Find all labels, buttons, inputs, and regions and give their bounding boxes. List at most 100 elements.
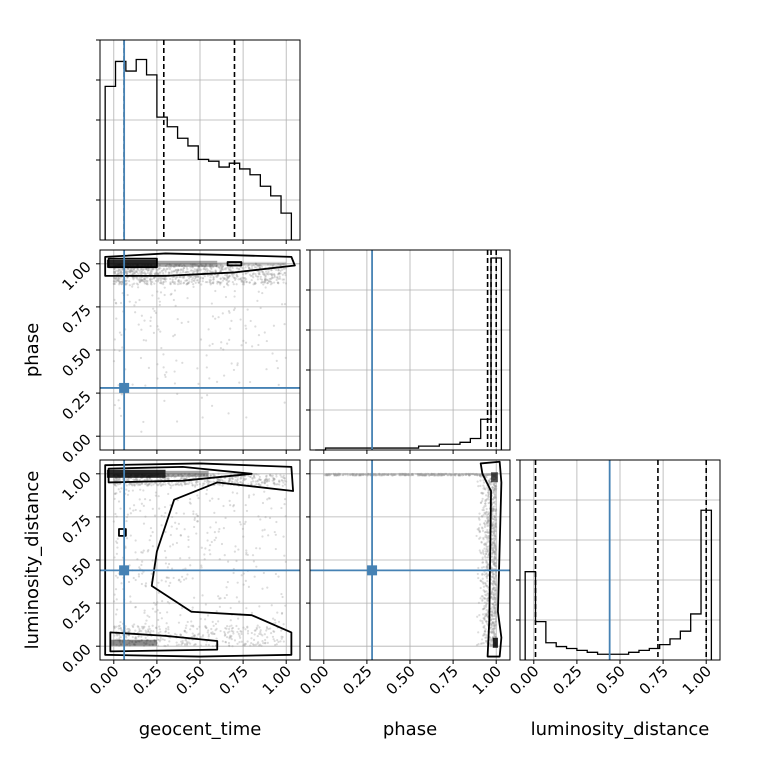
sample-point xyxy=(235,275,239,278)
sample-point xyxy=(219,277,222,280)
sample-point xyxy=(180,643,183,646)
sample-point xyxy=(253,282,256,286)
sample-point xyxy=(192,279,195,282)
sample-point xyxy=(201,635,204,638)
sample-point xyxy=(494,600,497,604)
sample-point xyxy=(453,473,456,476)
sample-point xyxy=(234,277,237,280)
sample-point xyxy=(236,581,239,584)
sample-point xyxy=(465,473,468,476)
sample-point xyxy=(271,474,274,477)
sample-point xyxy=(140,270,143,274)
sample-point xyxy=(264,478,267,481)
sample-point xyxy=(479,642,483,645)
sample-point xyxy=(153,640,156,643)
sample-point xyxy=(128,269,131,273)
sample-point xyxy=(244,324,247,327)
xtick-label-phase: 1.00 xyxy=(469,662,505,698)
sample-point xyxy=(493,601,496,604)
sample-point xyxy=(164,644,167,648)
sample-point xyxy=(117,279,120,282)
sample-point xyxy=(195,481,198,485)
sample-point xyxy=(494,618,497,621)
sample-point xyxy=(208,281,211,284)
sample-point xyxy=(147,366,151,369)
sample-point xyxy=(337,474,340,477)
sample-point xyxy=(153,639,157,642)
sample-point xyxy=(149,319,152,322)
sample-point xyxy=(349,473,352,476)
density-contour xyxy=(107,257,158,269)
sample-point xyxy=(139,280,142,283)
sample-point xyxy=(283,477,286,480)
sample-point xyxy=(324,474,327,477)
sample-point xyxy=(486,599,489,602)
sample-point xyxy=(279,277,282,280)
sample-point xyxy=(494,571,498,574)
sample-point xyxy=(492,581,495,584)
sample-point xyxy=(420,472,423,476)
sample-point xyxy=(217,483,220,486)
sample-point xyxy=(334,472,337,476)
sample-point xyxy=(483,525,487,528)
sample-point xyxy=(256,624,259,627)
sample-point xyxy=(158,625,161,628)
ytick-label-phase: 0.25 xyxy=(58,387,94,423)
sample-point xyxy=(219,346,223,350)
sample-point xyxy=(335,474,338,477)
sample-point xyxy=(278,480,281,483)
sample-point xyxy=(481,558,484,561)
sample-point xyxy=(494,597,497,600)
sample-point xyxy=(485,548,488,551)
density-cell xyxy=(156,260,218,267)
sample-point xyxy=(193,516,196,520)
sample-point xyxy=(405,473,408,476)
sample-point xyxy=(493,482,496,485)
sample-point xyxy=(236,275,239,278)
sample-point xyxy=(195,513,198,516)
sample-point xyxy=(494,524,497,527)
sample-point xyxy=(208,265,212,268)
sample-point xyxy=(399,472,402,476)
sample-point xyxy=(228,637,231,640)
sample-point xyxy=(194,643,197,646)
sample-point xyxy=(149,277,152,281)
sample-point xyxy=(491,530,494,533)
sample-point xyxy=(246,308,249,311)
sample-point xyxy=(491,548,494,551)
sample-point xyxy=(233,295,236,298)
sample-point xyxy=(488,498,491,501)
sample-point xyxy=(264,480,267,483)
sample-point xyxy=(393,473,396,476)
sample-point xyxy=(147,628,150,631)
sample-point xyxy=(133,483,136,487)
sample-point xyxy=(380,474,383,477)
sample-point xyxy=(204,265,207,268)
sample-point xyxy=(478,473,481,476)
sample-point xyxy=(186,282,189,286)
sample-point xyxy=(145,282,148,285)
sample-point xyxy=(235,624,238,628)
sample-point xyxy=(492,490,495,494)
sample-point xyxy=(150,478,153,481)
sample-point xyxy=(493,542,496,546)
sample-point xyxy=(258,547,261,550)
sample-point xyxy=(351,473,354,476)
sample-point xyxy=(134,301,137,304)
sample-point xyxy=(120,283,123,286)
sample-point xyxy=(118,281,121,285)
sample-point xyxy=(407,472,410,476)
sample-point xyxy=(240,574,243,577)
sample-point xyxy=(135,637,138,640)
sample-point xyxy=(241,283,245,286)
sample-point xyxy=(285,480,288,483)
sample-point xyxy=(491,527,495,530)
sample-point xyxy=(258,605,261,608)
sample-point xyxy=(170,271,173,274)
sample-point xyxy=(481,556,484,559)
sample-point xyxy=(486,597,489,600)
sample-point xyxy=(328,472,331,476)
sample-point xyxy=(189,266,192,269)
sample-point xyxy=(265,368,268,371)
sample-point xyxy=(351,473,354,477)
